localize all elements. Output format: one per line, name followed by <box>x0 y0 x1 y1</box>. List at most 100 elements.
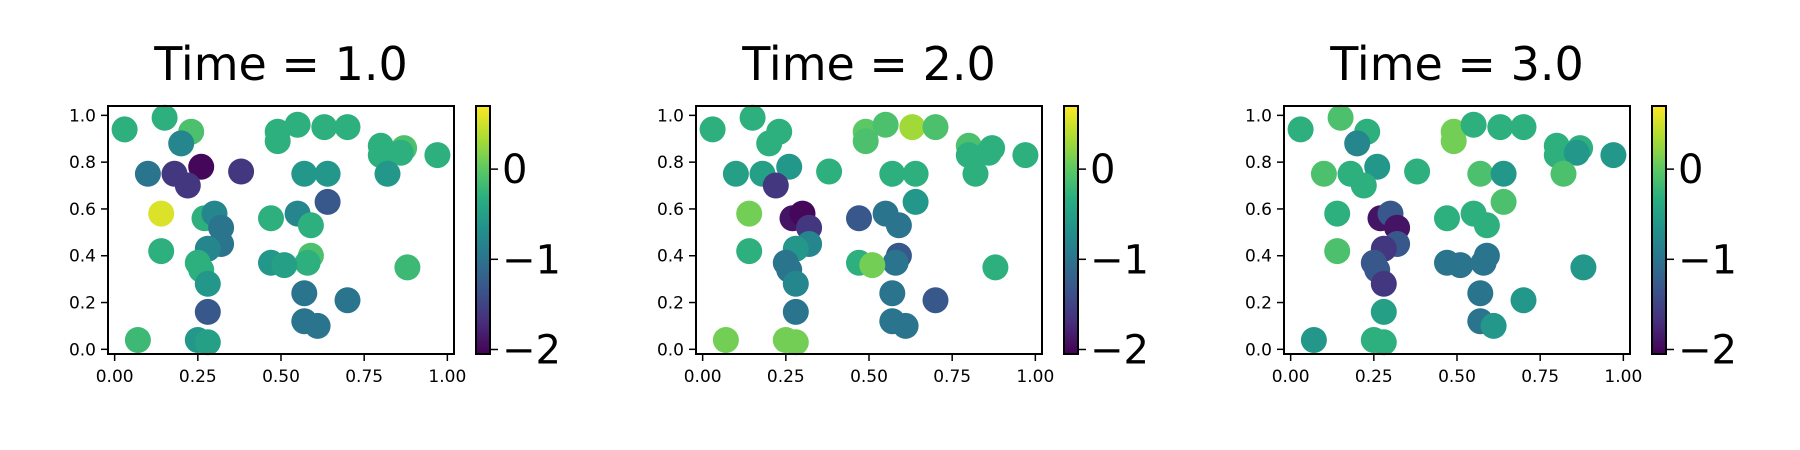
scatter-point <box>1310 160 1337 187</box>
y-tick-label: 0.2 <box>69 294 96 314</box>
scatter-point <box>1480 312 1507 339</box>
scatter-panel-1: Time = 1.00.00 0.25 0.50 0.75 1.000.00.20.40… <box>69 37 561 387</box>
colorbar-tick-label: 0 <box>1090 147 1115 193</box>
y-tick-label: 0.8 <box>69 153 96 173</box>
scatter-point <box>311 114 338 141</box>
x-tick-label: 0.00 <box>96 367 134 387</box>
scatter-point <box>258 205 284 232</box>
y-tick-label: 0.4 <box>657 247 684 267</box>
y-tick-label: 0.6 <box>69 200 96 220</box>
scatter-point <box>1460 111 1487 138</box>
scatter-point <box>699 116 726 143</box>
scatter-point <box>314 188 341 215</box>
scatter-point <box>776 153 803 180</box>
y-tick-label: 0.4 <box>1245 247 1272 267</box>
x-tick-label: 1.00 <box>1016 367 1054 387</box>
y-tick-label: 0.8 <box>657 153 684 173</box>
colorbar-tick-label: −1 <box>1090 237 1149 283</box>
scatter-point <box>1510 114 1537 141</box>
scatter-point <box>297 212 324 239</box>
scatter-point <box>1447 252 1474 279</box>
scatter-point <box>1470 249 1497 276</box>
scatter-point <box>424 142 451 169</box>
colorbar-gradient <box>476 106 490 354</box>
colorbar: 0 −1 −2 <box>475 105 561 373</box>
scatter-point <box>228 158 255 185</box>
scatter-point <box>922 287 949 314</box>
scatter-point <box>722 160 749 187</box>
colorbar: 0 −1 −2 <box>1651 105 1737 373</box>
scatter-point <box>151 104 178 131</box>
x-tick-label: 1.00 <box>428 367 466 387</box>
scatter-point <box>1467 160 1494 187</box>
scatter-point <box>982 254 1009 281</box>
scatter-point <box>387 139 414 166</box>
scatter-point <box>846 205 872 232</box>
scatter-point <box>168 130 195 157</box>
scatter-point <box>782 298 809 325</box>
scatter-point <box>1370 298 1397 325</box>
scatter-points <box>1287 104 1627 356</box>
scatter-point <box>1300 327 1327 353</box>
scatter-point <box>1490 160 1517 187</box>
scatter-panel-3: Time = 3.00.00 0.25 0.50 0.75 1.000.00.20.40… <box>1245 37 1737 387</box>
scatter-point <box>739 104 766 131</box>
scatter-point <box>1440 128 1467 155</box>
scatter-point <box>1287 116 1314 143</box>
colorbar: 0 −1 −2 <box>1063 105 1149 373</box>
scatter-point <box>872 111 899 138</box>
scatter-point <box>1487 114 1514 141</box>
x-tick-label: 0.00 <box>684 367 722 387</box>
colorbar-tick-label: −2 <box>1678 327 1737 373</box>
y-tick-label: 1.0 <box>69 106 96 126</box>
scatter-point <box>712 327 739 353</box>
scatter-point <box>148 200 175 227</box>
scatter-points <box>699 104 1039 356</box>
scatter-point <box>124 327 151 353</box>
scatter-point <box>294 249 321 276</box>
scatter-point <box>134 160 161 187</box>
scatter-point <box>1344 130 1371 157</box>
scatter-point <box>975 139 1002 166</box>
scatter-point <box>892 312 919 339</box>
scatter-point <box>284 111 311 138</box>
y-tick-label: 0.2 <box>1245 294 1272 314</box>
scatter-point <box>1012 142 1039 169</box>
scatter-point <box>314 160 341 187</box>
scatter-point <box>1490 188 1517 215</box>
scatter-point <box>194 298 221 325</box>
scatter-point <box>1600 142 1627 169</box>
scatter-point <box>1327 104 1354 131</box>
scatter-point <box>1473 212 1500 239</box>
x-tick-label: 0.25 <box>767 367 805 387</box>
scatter-point <box>879 160 906 187</box>
y-tick-label: 0.6 <box>1245 200 1272 220</box>
scatter-point <box>736 200 763 227</box>
scatter-point <box>291 160 318 187</box>
colorbar-frame <box>475 105 491 355</box>
scatter-point <box>782 329 809 356</box>
colorbar-gradient <box>1064 106 1078 354</box>
scatter-point <box>899 114 926 141</box>
scatter-point <box>374 160 401 187</box>
scatter-point <box>1570 254 1597 281</box>
scatter-point <box>902 160 929 187</box>
scatter-point <box>194 270 221 297</box>
scatter-point <box>1467 280 1494 307</box>
panel-title: Time = 2.0 <box>741 37 996 91</box>
colorbar-tick-label: −1 <box>502 237 561 283</box>
x-tick-label: 0.75 <box>345 367 383 387</box>
y-tick-label: 0.6 <box>657 200 684 220</box>
scatter-point <box>334 114 361 141</box>
y-tick-label: 0.2 <box>657 294 684 314</box>
x-tick-label: 0.50 <box>262 367 300 387</box>
scatter-point <box>922 114 949 141</box>
scatter-point <box>736 238 763 265</box>
scatter-point <box>271 252 298 279</box>
scatter-point <box>394 254 421 281</box>
y-tick-label: 0.8 <box>1245 153 1272 173</box>
scatter-point <box>859 252 886 279</box>
scatter-point <box>174 172 201 199</box>
scatter-point <box>962 160 989 187</box>
